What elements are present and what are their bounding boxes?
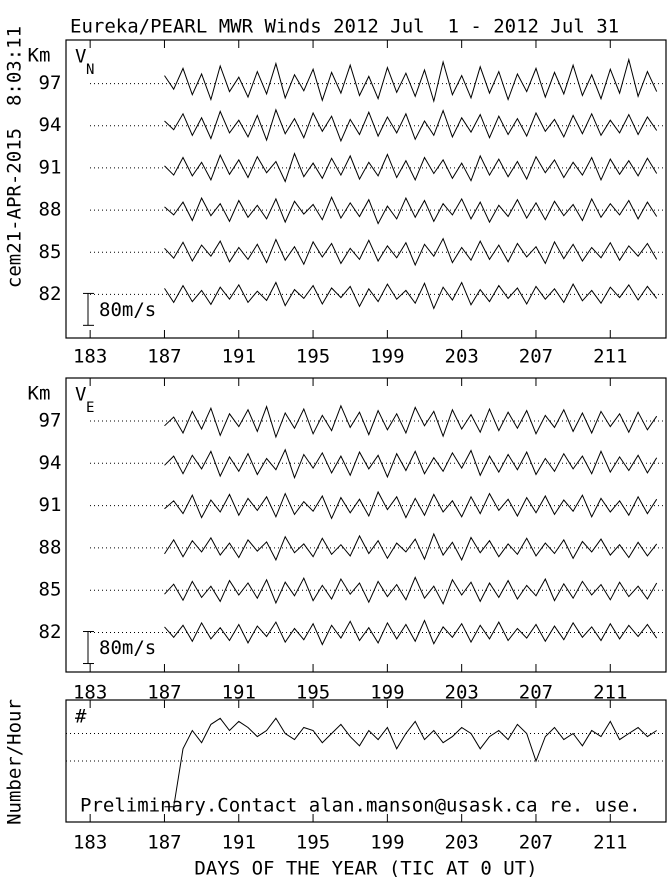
y-axis-label: Number/Hour	[4, 699, 26, 825]
panel-subscript: N	[86, 62, 94, 78]
note: Preliminary.Contact alan.manson@usask.ca…	[80, 795, 641, 817]
x-tick-label: 191	[222, 682, 256, 704]
y-tick-label: 85	[39, 241, 62, 263]
trace	[164, 281, 658, 310]
x-tick-label: 187	[147, 832, 181, 854]
y-tick-label: 97	[39, 72, 62, 94]
trace	[164, 108, 658, 143]
x-tick-label: 191	[222, 832, 256, 854]
trace	[164, 576, 658, 606]
x-tick-label: 203	[445, 682, 479, 704]
x-tick-label: 211	[593, 832, 627, 854]
x-tick-label: 207	[519, 682, 553, 704]
trace	[164, 404, 658, 439]
panel-frame	[65, 377, 667, 673]
y-tick-label: 97	[39, 410, 62, 432]
x-tick-label: 199	[370, 832, 404, 854]
x-axis-label: DAYS OF THE YEAR (TIC AT 0 UT)	[194, 858, 537, 877]
trace	[164, 152, 658, 183]
trace	[164, 490, 658, 520]
scale-label: 80m/s	[99, 637, 156, 659]
trace	[164, 619, 658, 646]
timestamp: 8:03:11	[4, 26, 26, 106]
trace	[164, 448, 658, 480]
y-axis-label: Km	[28, 383, 51, 405]
y-tick-label: 94	[39, 452, 62, 474]
y-tick-label: 88	[39, 199, 62, 221]
panel-label: #	[75, 706, 87, 728]
x-tick-label: 187	[147, 346, 181, 368]
y-tick-label: 82	[39, 621, 62, 643]
y-tick-label: 85	[39, 579, 62, 601]
x-tick-label: 183	[73, 346, 107, 368]
panel-subscript: E	[86, 400, 94, 416]
panel-label: V	[75, 46, 86, 68]
x-tick-label: 187	[147, 682, 181, 704]
y-axis-label: Km	[28, 45, 51, 67]
chart-title: Eureka/PEARL MWR Winds 2012 Jul 1 - 2012…	[70, 16, 619, 38]
x-tick-label: 203	[445, 346, 479, 368]
panel-frame	[65, 39, 667, 339]
trace	[164, 532, 658, 562]
trace	[164, 717, 657, 808]
x-tick-label: 203	[445, 832, 479, 854]
y-tick-label: 88	[39, 536, 62, 558]
x-tick-label: 211	[593, 346, 627, 368]
x-tick-label: 195	[296, 832, 330, 854]
x-tick-label: 211	[593, 682, 627, 704]
trace	[164, 196, 658, 225]
scale-label: 80m/s	[99, 299, 156, 321]
panel-label: V	[75, 384, 86, 406]
x-tick-label: 207	[519, 832, 553, 854]
trace	[164, 57, 658, 104]
x-tick-label: 183	[73, 682, 107, 704]
trace	[164, 237, 658, 267]
x-tick-label: 207	[519, 346, 553, 368]
y-tick-label: 82	[39, 283, 62, 305]
x-tick-label: 191	[222, 346, 256, 368]
x-tick-label: 195	[296, 346, 330, 368]
x-tick-label: 199	[370, 346, 404, 368]
run-label: cem21-APR-2015	[4, 128, 26, 288]
x-tick-label: 199	[370, 682, 404, 704]
x-tick-label: 195	[296, 682, 330, 704]
y-tick-label: 91	[39, 156, 62, 178]
y-tick-label: 94	[39, 114, 62, 136]
y-tick-label: 91	[39, 494, 62, 516]
x-tick-label: 183	[73, 832, 107, 854]
